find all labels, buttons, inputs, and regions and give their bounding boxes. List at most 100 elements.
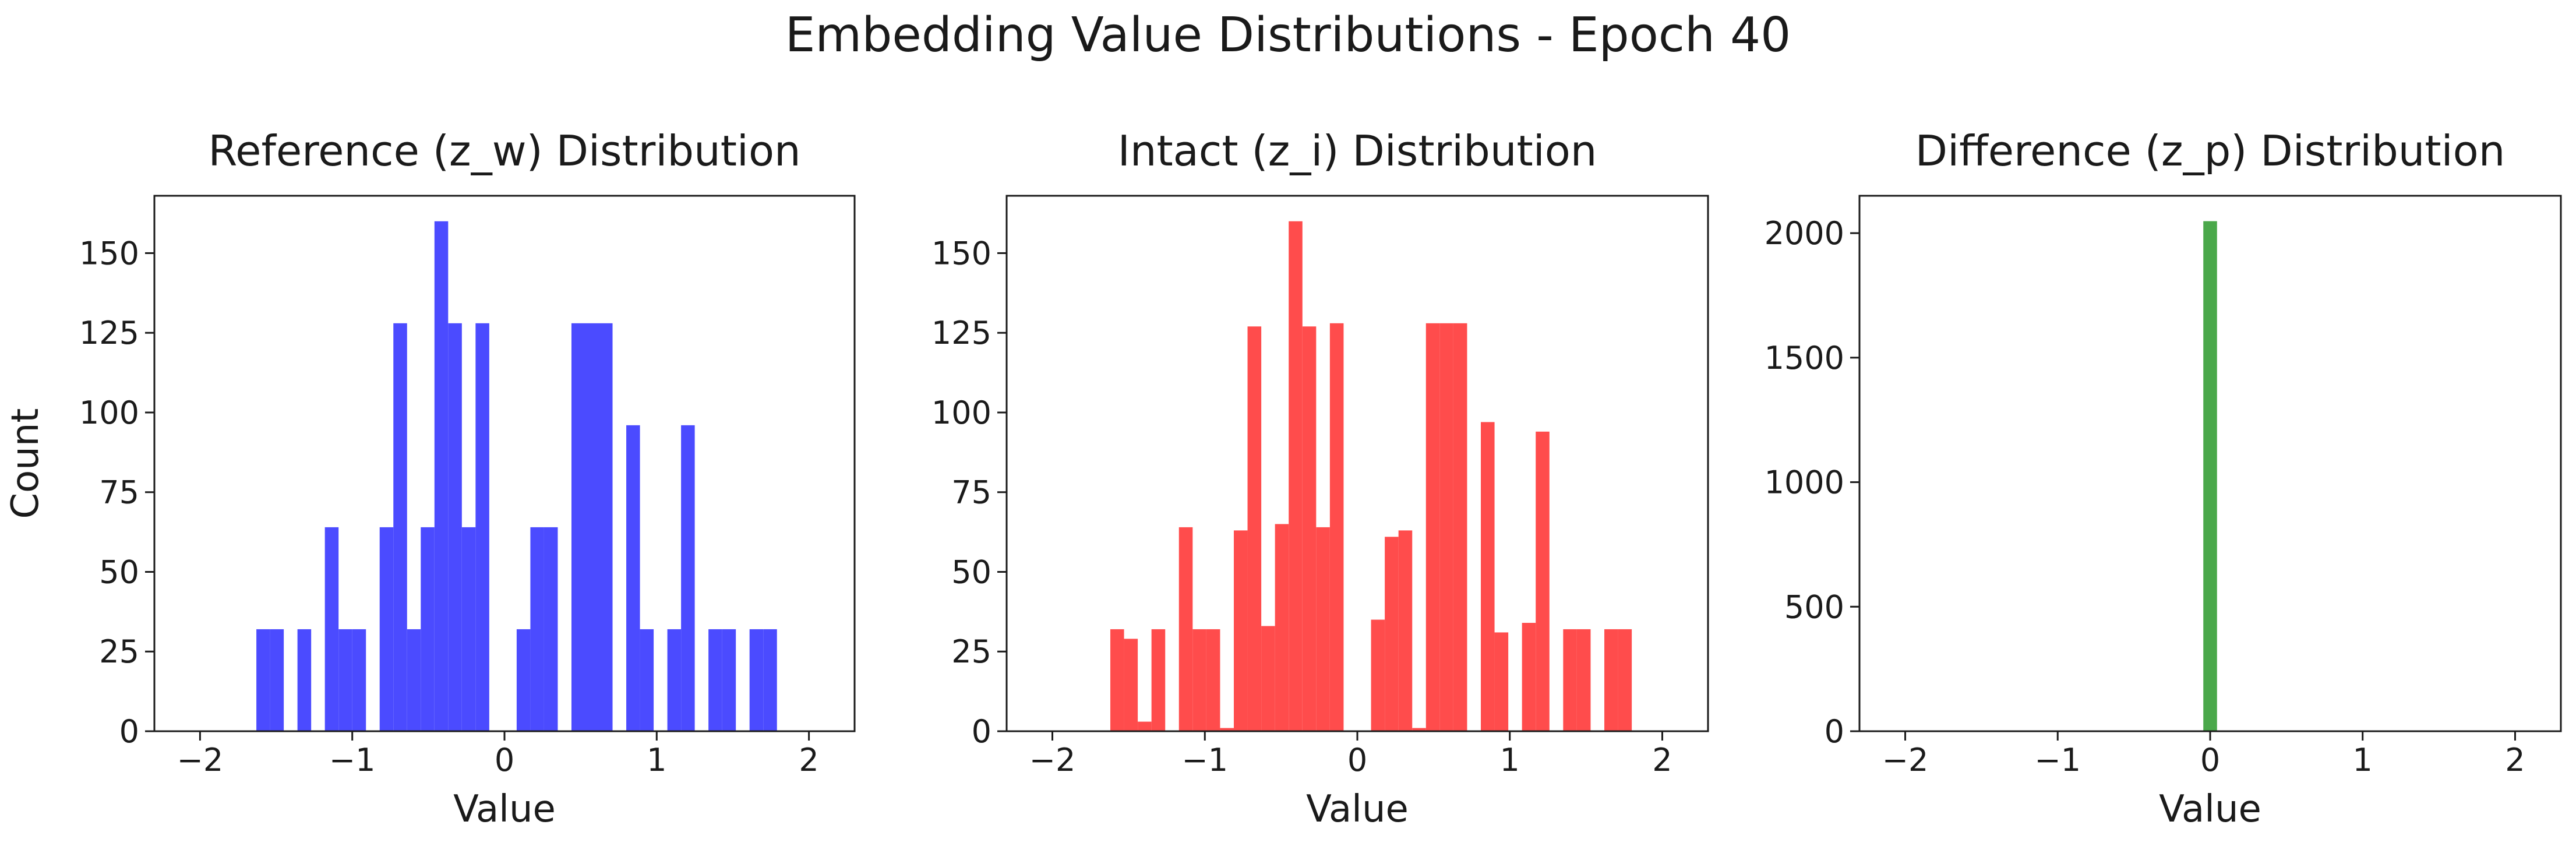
histogram-bar xyxy=(1576,629,1591,731)
y-tick-label: 50 xyxy=(951,554,991,590)
y-axis-label: Count xyxy=(4,408,47,519)
histogram-bar xyxy=(324,527,339,731)
x-axis-label: Value xyxy=(2159,788,2261,831)
chart-panel-1: −2 −1 0 1 2 0 25 50 75 100 125 150 Reference (z_w) D… xyxy=(4,126,856,831)
histogram-bar xyxy=(1385,537,1399,731)
histogram-bar xyxy=(708,629,722,731)
histogram-bar xyxy=(763,629,777,731)
x-tick-label: −2 xyxy=(177,742,224,778)
histogram-bar xyxy=(1233,530,1248,731)
histogram-bar xyxy=(722,629,736,731)
y-tick-label: 100 xyxy=(79,394,139,431)
y-tick-label: 500 xyxy=(1784,588,1844,625)
y-tick-label: 125 xyxy=(79,315,139,351)
histogram-bar xyxy=(1563,629,1577,731)
histogram-bar xyxy=(434,221,449,731)
subplot-title: Reference (z_w) Distribution xyxy=(208,126,800,175)
histogram-bar xyxy=(1206,629,1220,731)
y-tick-label: 75 xyxy=(99,474,139,511)
histogram-bar xyxy=(1261,626,1275,731)
y-tick-label: 125 xyxy=(931,315,991,351)
histogram-bar xyxy=(1124,639,1138,731)
chart-panel-2: −2 −1 0 1 2 0 25 50 75 100 125 150 Intact (z_i) Dist… xyxy=(931,126,1709,831)
histogram-bar xyxy=(1110,629,1124,731)
y-tick-label: 1000 xyxy=(1765,464,1844,501)
histogram-bar xyxy=(461,527,476,731)
histogram-bar xyxy=(1151,629,1166,731)
x-axis-label: Value xyxy=(1306,788,1409,831)
histogram-bar xyxy=(1536,431,1550,731)
histogram-bar xyxy=(1247,326,1262,731)
histogram-bar xyxy=(544,527,558,731)
y-tick-label: 150 xyxy=(931,235,991,272)
x-tick-label: 1 xyxy=(647,742,666,778)
y-tick-label: 75 xyxy=(951,474,991,511)
histogram-bar xyxy=(571,323,585,731)
histogram-bar xyxy=(530,527,544,731)
histogram-bar xyxy=(1178,527,1193,731)
y-tick-label: 1500 xyxy=(1765,340,1844,376)
histogram-bar xyxy=(681,425,695,731)
histogram-bar xyxy=(1439,323,1453,731)
x-tick-label: 1 xyxy=(1500,742,1520,778)
histogram-bar xyxy=(1220,728,1234,731)
x-tick-label: −2 xyxy=(1029,742,1076,778)
y-tick-label: 150 xyxy=(79,235,139,272)
x-tick-label: −1 xyxy=(329,742,376,778)
histogram-bar xyxy=(749,629,764,731)
x-tick-label: −1 xyxy=(2034,742,2081,778)
y-tick-label: 0 xyxy=(1825,713,1844,750)
histogram-bar xyxy=(640,629,654,731)
x-tick-label: 0 xyxy=(495,742,514,778)
y-tick-label: 2000 xyxy=(1765,215,1844,252)
y-tick-label: 25 xyxy=(99,633,139,670)
histogram-bar xyxy=(393,323,407,731)
subplot-title: Difference (z_p) Distribution xyxy=(1915,126,2506,175)
histogram-bar xyxy=(1425,323,1440,731)
histogram-bar xyxy=(1453,323,1467,731)
histogram-bar xyxy=(256,629,270,731)
histogram-bar xyxy=(1522,623,1536,731)
y-tick-label: 100 xyxy=(931,394,991,431)
y-tick-label: 0 xyxy=(119,713,139,750)
x-axis-label: Value xyxy=(453,788,556,831)
histogram-bar xyxy=(1192,629,1206,731)
histogram-bar xyxy=(352,629,366,731)
histogram-bar xyxy=(1371,619,1385,731)
y-tick-label: 50 xyxy=(99,554,139,590)
histogram-bar xyxy=(1618,629,1632,731)
subplot-title: Intact (z_i) Distribution xyxy=(1118,126,1597,175)
x-tick-label: 2 xyxy=(799,742,818,778)
histogram-bar xyxy=(1398,530,1413,731)
histogram-bar xyxy=(1329,323,1344,731)
histogram-bar xyxy=(421,527,435,731)
histogram-bar xyxy=(1494,632,1509,731)
histogram-bar xyxy=(1289,221,1303,731)
histogram-bar xyxy=(1138,721,1152,731)
histogram-bar xyxy=(1316,527,1330,731)
histogram-bar xyxy=(448,323,462,731)
histogram-bar xyxy=(1604,629,1618,731)
x-tick-label: 2 xyxy=(2505,742,2525,778)
y-tick-label: 25 xyxy=(951,633,991,670)
x-tick-label: −1 xyxy=(1181,742,1228,778)
histogram-bar xyxy=(1302,326,1317,731)
x-tick-label: 0 xyxy=(2200,742,2220,778)
histogram-bar xyxy=(626,425,640,731)
x-tick-label: 2 xyxy=(1652,742,1672,778)
y-tick-label: 0 xyxy=(972,713,991,750)
histogram-bar xyxy=(1275,524,1289,731)
histogram-bar xyxy=(407,629,421,731)
histogram-bar xyxy=(475,323,489,731)
histogram-bar xyxy=(516,629,531,731)
histogram-bar xyxy=(2203,221,2217,731)
histogram-bar xyxy=(1481,422,1495,731)
chart-panel-3: −2 −1 0 1 2 0 500 1000 1500 2000 Difference (z_p) … xyxy=(1765,126,2562,831)
histogram-bar xyxy=(667,629,682,731)
histogram-bar xyxy=(338,629,352,731)
histogram-bar xyxy=(270,629,284,731)
x-tick-label: −2 xyxy=(1882,742,1929,778)
histogram-bar xyxy=(585,323,599,731)
figure-title: Embedding Value Distributions - Epoch 40 xyxy=(785,8,1791,63)
